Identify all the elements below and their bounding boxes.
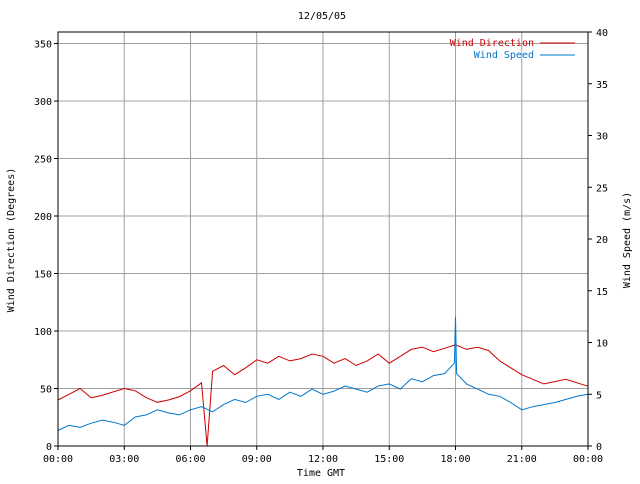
y-left-tick-label: 0 — [46, 442, 52, 453]
x-tick-label: 21:00 — [507, 454, 537, 465]
x-tick-label: 12:00 — [308, 454, 338, 465]
x-axis-label: Time GMT — [297, 468, 345, 479]
y-left-tick-label: 250 — [34, 155, 52, 166]
x-tick-label: 03:00 — [109, 454, 139, 465]
y-left-tick-label: 350 — [34, 40, 52, 51]
x-tick-label: 15:00 — [374, 454, 404, 465]
series-layer — [57, 316, 589, 447]
y-axis-left-label: Wind Direction (Degrees) — [6, 168, 17, 313]
y-right-tick-label: 15 — [596, 287, 608, 298]
y-left-tick-label: 300 — [34, 97, 52, 108]
x-tick-label: 06:00 — [175, 454, 205, 465]
x-tick-label: 18:00 — [440, 454, 470, 465]
y-right-tick-label: 5 — [596, 390, 602, 401]
y-right-tick-label: 25 — [596, 183, 608, 194]
y-right-tick-label: 40 — [596, 28, 608, 39]
y-axis-right-label: Wind Speed (m/s) — [622, 192, 633, 288]
y-left-tick-label: 200 — [34, 212, 52, 223]
y-left-tick-label: 100 — [34, 327, 52, 338]
x-tick-label: 09:00 — [242, 454, 272, 465]
chart-title: 12/05/05 — [298, 11, 346, 22]
y-right-tick-label: 20 — [596, 235, 608, 246]
y-right-tick-label: 10 — [596, 339, 608, 350]
y-right-tick-label: 0 — [596, 442, 602, 453]
y-left-tick-label: 50 — [40, 385, 52, 396]
x-tick-label: 00:00 — [573, 454, 603, 465]
ticks-layer: 00:00 03:00 06:00 09:00 12:00 15:00 18:00 21:00… — [34, 28, 608, 465]
y-left-tick-label: 150 — [34, 270, 52, 281]
y-right-tick-label: 30 — [596, 132, 608, 143]
legend-label: Wind Speed — [474, 50, 534, 61]
grid — [58, 32, 588, 446]
x-tick-label: 00:00 — [43, 454, 73, 465]
wind-speed-line — [57, 316, 589, 431]
legend-label: Wind Direction — [450, 38, 534, 49]
y-right-tick-label: 35 — [596, 80, 608, 91]
wind-direction-line — [57, 344, 589, 447]
